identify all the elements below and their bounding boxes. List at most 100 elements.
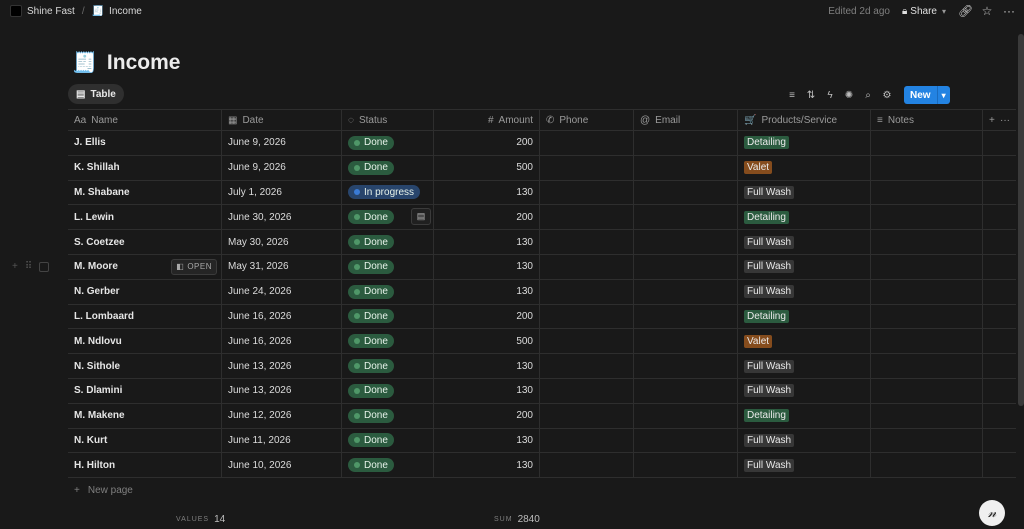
comment-icon[interactable]: ▤	[411, 208, 431, 226]
phone-cell[interactable]	[540, 230, 634, 254]
email-cell[interactable]	[634, 205, 738, 230]
table-row[interactable]: M. Makene June 12, 2026 Done 200 Detailing	[68, 403, 1016, 429]
breadcrumb-page[interactable]: Income	[109, 5, 142, 17]
help-icon[interactable]: 𝓃	[979, 500, 1005, 526]
notes-cell[interactable]	[871, 428, 983, 453]
phone-cell[interactable]	[540, 403, 634, 428]
status-cell[interactable]: Done	[342, 354, 434, 378]
status-cell[interactable]: Done	[342, 155, 434, 180]
email-cell[interactable]	[634, 304, 738, 329]
amount-cell[interactable]: 130	[434, 453, 540, 478]
new-page-button[interactable]: + New page	[74, 485, 133, 496]
scrollbar[interactable]	[1018, 34, 1024, 406]
date-cell[interactable]: July 1, 2026	[222, 180, 342, 205]
table-row[interactable]: H. Hilton June 10, 2026 Done 130 Full Wash	[68, 453, 1016, 479]
table-row[interactable]: M. Shabane July 1, 2026 In progress 130 Full…	[68, 180, 1016, 206]
date-cell[interactable]: May 31, 2026	[222, 254, 342, 279]
status-cell[interactable]: Done	[342, 453, 434, 478]
status-cell[interactable]: Done	[342, 279, 434, 304]
date-cell[interactable]: June 10, 2026	[222, 453, 342, 478]
amount-cell[interactable]: 200	[434, 205, 540, 230]
table-row[interactable]: K. Shillah June 9, 2026 Done 500 Valet	[68, 155, 1016, 181]
notes-cell[interactable]	[871, 230, 983, 254]
date-cell[interactable]: June 13, 2026	[222, 354, 342, 378]
email-cell[interactable]	[634, 329, 738, 354]
notes-cell[interactable]	[871, 329, 983, 354]
notes-cell[interactable]	[871, 205, 983, 230]
name-cell[interactable]: M. Moore ◧ OPEN	[68, 254, 222, 279]
amount-cell[interactable]: 200	[434, 304, 540, 329]
sort-icon[interactable]: ⇅	[806, 89, 816, 101]
date-cell[interactable]: May 30, 2026	[222, 230, 342, 254]
status-cell[interactable]: Done	[342, 428, 434, 453]
products-cell[interactable]: Detailing	[738, 131, 871, 155]
status-cell[interactable]: Done	[342, 403, 434, 428]
status-cell[interactable]: Done	[342, 230, 434, 254]
phone-cell[interactable]	[540, 354, 634, 378]
new-button[interactable]: New ▾	[904, 86, 950, 104]
amount-cell[interactable]: 130	[434, 378, 540, 403]
ai-icon[interactable]: ✺	[844, 89, 854, 101]
link-icon[interactable]: 🔗︎	[958, 4, 974, 18]
row-checkbox[interactable]	[39, 261, 50, 272]
products-cell[interactable]: Valet	[738, 155, 871, 180]
add-column-icon[interactable]: +	[989, 114, 995, 126]
status-cell[interactable]: Done ▤	[342, 205, 434, 230]
phone-cell[interactable]	[540, 131, 634, 155]
date-cell[interactable]: June 16, 2026	[222, 304, 342, 329]
column-header-products[interactable]: 🛒 Products/Service	[738, 110, 871, 130]
email-cell[interactable]	[634, 428, 738, 453]
email-cell[interactable]	[634, 453, 738, 478]
date-cell[interactable]: June 13, 2026	[222, 378, 342, 403]
date-cell[interactable]: June 9, 2026	[222, 131, 342, 155]
settings-icon[interactable]: ⚙︎	[882, 89, 892, 101]
notes-cell[interactable]	[871, 378, 983, 403]
products-cell[interactable]: Full Wash	[738, 230, 871, 254]
column-header-email[interactable]: @ Email	[634, 110, 738, 130]
name-cell[interactable]: M. Shabane	[68, 180, 222, 205]
products-cell[interactable]: Detailing	[738, 205, 871, 230]
table-row[interactable]: S. Dlamini June 13, 2026 Done 130 Full Wash	[68, 378, 1016, 404]
date-cell[interactable]: June 16, 2026	[222, 329, 342, 354]
notes-cell[interactable]	[871, 180, 983, 205]
status-cell[interactable]: Done	[342, 304, 434, 329]
notes-cell[interactable]	[871, 254, 983, 279]
table-row[interactable]: N. Sithole June 13, 2026 Done 130 Full Wash	[68, 354, 1016, 379]
name-cell[interactable]: S. Dlamini	[68, 378, 222, 403]
notes-cell[interactable]	[871, 304, 983, 329]
phone-cell[interactable]	[540, 428, 634, 453]
status-cell[interactable]: In progress	[342, 180, 434, 205]
products-cell[interactable]: Detailing	[738, 304, 871, 329]
amount-cell[interactable]: 500	[434, 155, 540, 180]
date-cell[interactable]: June 24, 2026	[222, 279, 342, 304]
name-cell[interactable]: M. Makene	[68, 403, 222, 428]
name-cell[interactable]: N. Sithole	[68, 354, 222, 378]
add-row-icon[interactable]: +	[12, 261, 18, 272]
email-cell[interactable]	[634, 354, 738, 378]
drag-handle-icon[interactable]: ⠿	[24, 261, 33, 272]
column-header-date[interactable]: ▦ Date	[222, 110, 342, 130]
search-icon[interactable]: ⌕	[865, 89, 871, 101]
table-row[interactable]: L. Lewin June 30, 2026 Done ▤ 200 Detailing	[68, 205, 1016, 231]
products-cell[interactable]: Full Wash	[738, 378, 871, 403]
notes-cell[interactable]	[871, 403, 983, 428]
chevron-down-icon[interactable]: ▾	[936, 86, 950, 104]
phone-cell[interactable]	[540, 304, 634, 329]
more-icon[interactable]: ···	[1003, 4, 1015, 18]
email-cell[interactable]	[634, 180, 738, 205]
table-row[interactable]: L. Lombaard June 16, 2026 Done 200 Detailing	[68, 304, 1016, 330]
email-cell[interactable]	[634, 131, 738, 155]
receipt-icon[interactable]: 🧾	[72, 52, 97, 74]
products-cell[interactable]: Full Wash	[738, 354, 871, 378]
date-cell[interactable]: June 30, 2026	[222, 205, 342, 230]
date-cell[interactable]: June 9, 2026	[222, 155, 342, 180]
date-cell[interactable]: June 12, 2026	[222, 403, 342, 428]
amount-cell[interactable]: 130	[434, 354, 540, 378]
page-title[interactable]: Income	[106, 50, 181, 74]
name-cell[interactable]: K. Shillah	[68, 155, 222, 180]
notes-cell[interactable]	[871, 155, 983, 180]
name-cell[interactable]: N. Gerber	[68, 279, 222, 304]
table-row[interactable]: J. Ellis June 9, 2026 Done 200 Detailing	[68, 131, 1016, 156]
workspace-logo-icon[interactable]	[10, 5, 22, 17]
status-cell[interactable]: Done	[342, 329, 434, 354]
